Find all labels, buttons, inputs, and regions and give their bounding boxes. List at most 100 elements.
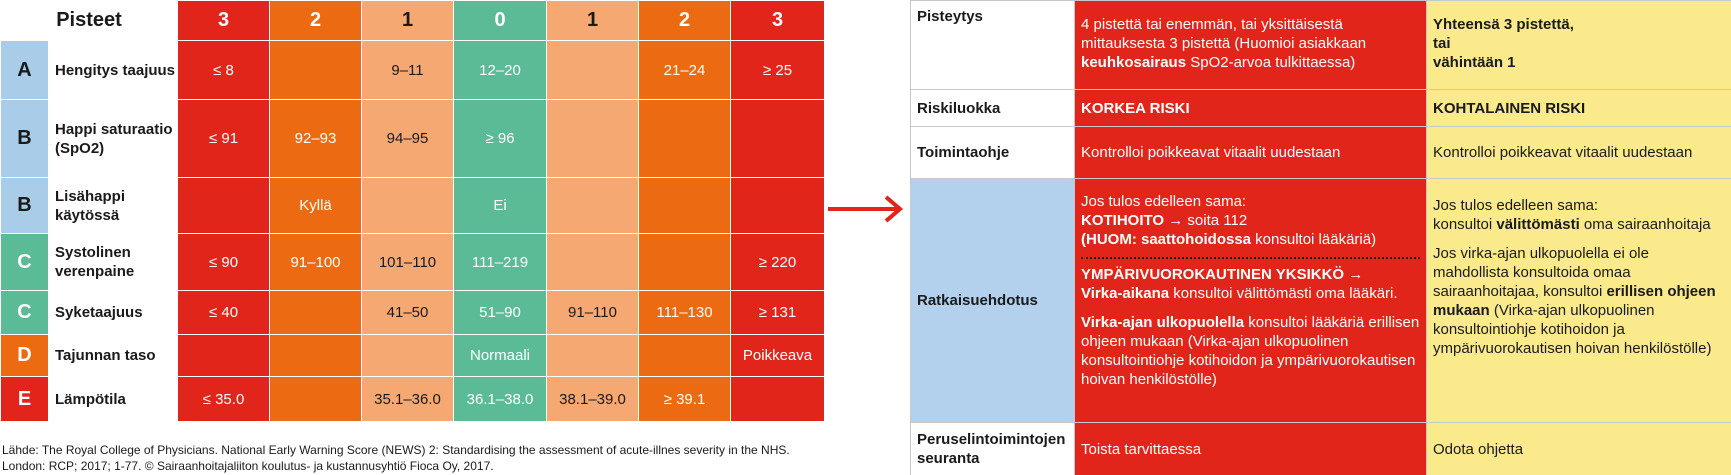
seuranta-row: Peruselintoimintojen seuranta Toista tar… [910,422,1731,475]
medium-risk-cell: Jos tulos edelleen sama: konsultoi välit… [1426,178,1731,423]
abcde-letter: A [0,40,49,100]
table-row: B Happi saturaatio (SpO2) ≤ 91 92–93 94–… [0,99,825,178]
score-cell: Ei [453,177,547,234]
score-cell [269,290,362,335]
news-score-table-container: Pisteet 3 2 1 0 1 2 3 A Hengitys taajuus… [0,0,825,422]
medium-risk-cell: Odota ohjetta [1426,422,1731,475]
score-cell: ≥ 96 [453,99,547,178]
table-row: C Systolinen verenpaine ≤ 90 91–100 101–… [0,233,825,291]
medium-risk-cell: KOHTALAINEN RISKI [1426,89,1731,127]
row-label: Ratkaisuehdotus [910,178,1075,423]
high-risk-cell: Jos tulos edelleen sama: KOTIHOITO → soi… [1074,178,1427,423]
toimintaohje-row: Toimintaohje Kontrolloi poikkeavat vitaa… [910,126,1731,179]
score-cell: 91–100 [269,233,362,291]
pisteytys-row: Pisteytys 4 pistettä tai enemmän, tai yk… [910,0,1731,90]
score-cell: ≤ 91 [177,99,270,178]
abcde-letter: C [0,233,49,291]
score-cell: 92–93 [269,99,362,178]
table-row: A Hengitys taajuus ≤ 8 9–11 12–20 21–24 … [0,40,825,100]
score-cell [730,376,825,422]
score-cell [546,334,639,377]
score-header-cell: 3 [177,0,270,41]
score-cell: 111–130 [638,290,731,335]
score-cell: 12–20 [453,40,547,100]
high-risk-cell: Kontrolloi poikkeavat vitaalit uudestaan [1074,126,1427,179]
abcde-letter: E [0,376,49,422]
score-header-cell: 1 [546,0,639,41]
score-cell [638,99,731,178]
action-table: Pisteytys 4 pistettä tai enemmän, tai yk… [910,0,1731,475]
row-label: Riskiluokka [910,89,1075,127]
score-cell [269,376,362,422]
score-header-cell: 2 [638,0,731,41]
right-arrow-icon [828,195,904,223]
row-label: Toimintaohje [910,126,1075,179]
parameter-label: Happi saturaatio (SpO2) [48,99,178,178]
action-table-container: Pisteytys 4 pistettä tai enemmän, tai yk… [910,0,1731,475]
score-cell: ≤ 40 [177,290,270,335]
score-cell [730,99,825,178]
score-cell: ≥ 220 [730,233,825,291]
score-header-cell: 0 [453,0,547,41]
high-risk-cell: KORKEA RISKI [1074,89,1427,127]
medium-risk-cell: Yhteensä 3 pistettä, tai vähintään 1 [1426,0,1731,90]
high-risk-cell: Toista tarvittaessa [1074,422,1427,475]
score-cell [546,233,639,291]
score-cell: ≤ 90 [177,233,270,291]
score-cell: 91–110 [546,290,639,335]
score-cell: Normaali [453,334,547,377]
score-header-cell: 2 [269,0,362,41]
parameter-label: Lisähappi käytössä [48,177,178,234]
row-label: Peruselintoimintojen seuranta [910,422,1075,475]
score-cell [546,177,639,234]
parameter-label: Systolinen verenpaine [48,233,178,291]
score-cell: 94–95 [361,99,454,178]
abcde-letter: B [0,177,49,234]
score-cell: ≤ 8 [177,40,270,100]
score-cell: ≥ 39.1 [638,376,731,422]
score-cell [177,177,270,234]
score-cell [638,177,731,234]
score-cell: ≥ 131 [730,290,825,335]
parameter-label: Tajunnan taso [48,334,178,377]
score-header-cell: 3 [730,0,825,41]
score-cell [269,334,362,377]
score-cell: 35.1–36.0 [361,376,454,422]
score-cell [638,334,731,377]
score-header-row: Pisteet 3 2 1 0 1 2 3 [0,0,825,41]
row-label: Pisteytys [910,0,1075,90]
score-cell [177,334,270,377]
high-risk-cell: 4 pistettä tai enemmän, tai yksittäisest… [1074,0,1427,90]
score-cell: 51–90 [453,290,547,335]
ratkaisuehdotus-row: Ratkaisuehdotus Jos tulos edelleen sama:… [910,178,1731,423]
score-cell: 38.1–39.0 [546,376,639,422]
riskiluokka-row: Riskiluokka KORKEA RISKI KOHTALAINEN RIS… [910,89,1731,127]
table-row: D Tajunnan taso Normaali Poikkeava [0,334,825,377]
abcde-letter: D [0,334,49,377]
score-cell [269,40,362,100]
table-row: E Lämpötila ≤ 35.0 35.1–36.0 36.1–38.0 3… [0,376,825,422]
abcde-letter: B [0,99,49,178]
score-cell: 101–110 [361,233,454,291]
score-cell: 36.1–38.0 [453,376,547,422]
parameter-label: Syketaajuus [48,290,178,335]
score-cell: 41–50 [361,290,454,335]
abcde-letter: C [0,290,49,335]
score-cell: ≤ 35.0 [177,376,270,422]
score-cell [638,233,731,291]
dotted-divider [1081,257,1420,259]
medium-risk-cell: Kontrolloi poikkeavat vitaalit uudestaan [1426,126,1731,179]
score-cell: 21–24 [638,40,731,100]
table-row: C Syketaajuus ≤ 40 41–50 51–90 91–110 11… [0,290,825,335]
score-header-title: Pisteet [0,0,178,41]
parameter-label: Hengitys taajuus [48,40,178,100]
score-cell: Poikkeava [730,334,825,377]
score-cell: Kyllä [269,177,362,234]
score-cell: ≥ 25 [730,40,825,100]
score-cell [361,177,454,234]
score-cell: 111–219 [453,233,547,291]
score-cell [546,40,639,100]
table-row: B Lisähappi käytössä Kyllä Ei [0,177,825,234]
score-header-cell: 1 [361,0,454,41]
score-cell: 9–11 [361,40,454,100]
